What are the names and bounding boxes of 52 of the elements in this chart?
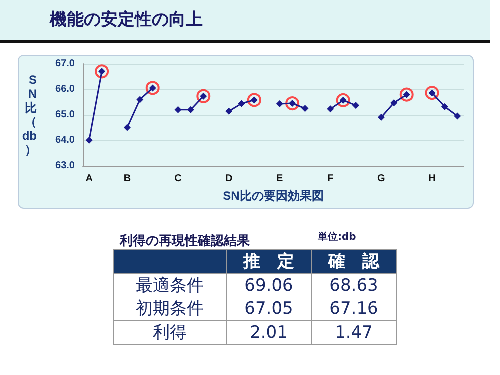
point <box>187 106 194 114</box>
point <box>425 86 440 100</box>
point <box>352 102 360 110</box>
text: 確 認 <box>312 250 396 274</box>
point <box>136 96 144 104</box>
text: 単位:db <box>318 230 356 244</box>
point <box>441 103 448 110</box>
point <box>454 112 462 120</box>
y-axis-title: SN比（db） <box>22 73 37 157</box>
point <box>390 100 398 107</box>
point <box>238 100 246 108</box>
x-tick-label: D <box>225 174 233 184</box>
x-tick-label: B <box>124 174 132 184</box>
text: 初期条件 <box>114 297 226 320</box>
x-tick-label: F <box>328 174 334 184</box>
point <box>95 64 110 79</box>
point <box>174 106 182 114</box>
point <box>327 106 334 113</box>
point <box>336 93 350 108</box>
y-tick-label: 63.0 <box>56 160 76 172</box>
point <box>276 100 284 108</box>
point <box>400 88 414 102</box>
point <box>302 105 309 112</box>
point <box>286 96 300 111</box>
text: 1.47 <box>312 320 396 344</box>
point <box>124 124 131 132</box>
point <box>86 137 93 144</box>
point <box>226 108 233 115</box>
x-tick-label: G <box>378 174 386 184</box>
x-axis-title: SN比の要因効果図 <box>223 189 324 203</box>
x-tick-label: C <box>174 174 182 184</box>
point <box>146 81 160 96</box>
y-tick-label: 66.0 <box>56 84 76 95</box>
text: 67.16 <box>312 297 396 320</box>
point <box>196 89 211 104</box>
text: 69.06 <box>226 274 312 297</box>
y-tick-label: 65.0 <box>56 110 76 120</box>
x-tick-label: E <box>276 174 284 184</box>
x-tick-label: H <box>428 174 436 184</box>
text: 最適条件 <box>114 274 226 297</box>
text: 推 定 <box>226 250 312 274</box>
point <box>247 93 262 108</box>
chart-title: 機能の安定性の向上 <box>50 9 203 31</box>
text: 68.63 <box>312 274 396 297</box>
point <box>378 114 385 122</box>
y-tick-label: 67.0 <box>56 58 76 70</box>
text: 2.01 <box>226 320 312 344</box>
text: 利得 <box>114 320 226 344</box>
text: 67.05 <box>226 297 312 320</box>
x-tick-label: A <box>86 174 93 184</box>
y-tick-label: 64.0 <box>56 135 76 146</box>
text: 利得の再現性確認結果 <box>120 233 250 250</box>
